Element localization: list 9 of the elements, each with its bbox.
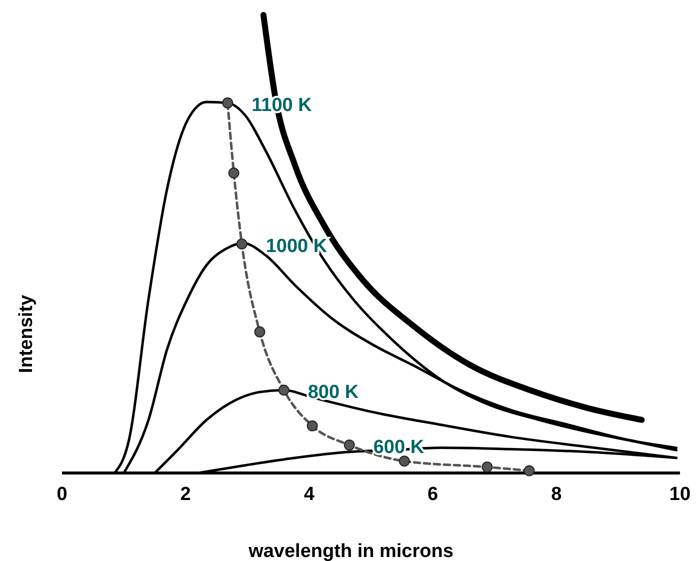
x-tick-label: 4	[304, 484, 315, 505]
x-tick-label: 2	[180, 484, 191, 505]
y-axis-title: Intensity	[16, 294, 37, 374]
x-tick-label: 0	[56, 484, 68, 505]
x-tick-label: 8	[551, 484, 562, 505]
series-label: 800 K	[308, 382, 359, 404]
x-tick-label: 10	[669, 484, 691, 505]
x-tick-label: 6	[428, 484, 438, 505]
x-axis-title: wavelength in microns	[248, 541, 454, 561]
